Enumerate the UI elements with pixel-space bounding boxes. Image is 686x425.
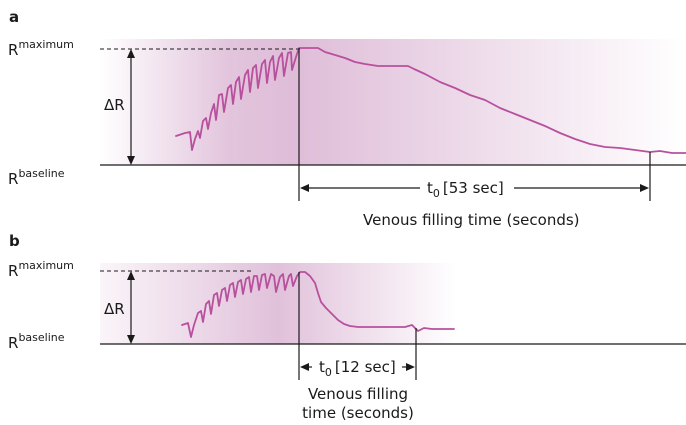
panel-a-rmax-label: Rmaximum bbox=[8, 38, 74, 59]
panel-b-letter: b bbox=[9, 232, 20, 250]
panel-a-t0-arrow-left-head bbox=[300, 184, 309, 192]
panel-a-t0-label: t0 [53 sec] bbox=[427, 179, 504, 200]
panel-b-delta-r-label: ΔR bbox=[104, 300, 125, 318]
panel-b-shaded-region bbox=[100, 263, 456, 344]
panel-b-t0-arrow-right-head bbox=[406, 363, 415, 371]
panel-a-delta-r-arrow-down bbox=[127, 156, 135, 165]
panel-a-letter: a bbox=[9, 8, 19, 26]
panel-b: b Rmaximum Rbaseline ΔR t0 [12 sec] Venou… bbox=[8, 232, 686, 422]
panel-b-trace bbox=[181, 271, 455, 338]
panel-b-caption-line-2: time (seconds) bbox=[302, 404, 414, 422]
panel-b-t0-arrow-left-head bbox=[300, 363, 309, 371]
panel-a-delta-r-label: ΔR bbox=[104, 96, 125, 114]
panel-a: a Rmaximum Rbaseline ΔR t0 [53 sec] Venou… bbox=[8, 8, 686, 229]
panel-a-caption: Venous filling time (seconds) bbox=[363, 211, 580, 229]
panel-a-trace bbox=[175, 47, 686, 154]
panel-b-rmax-label: Rmaximum bbox=[8, 259, 74, 280]
panel-b-caption-line-1: Venous filling bbox=[308, 385, 408, 403]
panel-a-rbaseline-label: Rbaseline bbox=[8, 167, 65, 188]
panel-b-rbaseline-label: Rbaseline bbox=[8, 331, 65, 352]
panel-b-t0-label: t0 [12 sec] bbox=[319, 358, 396, 379]
panel-a-t0-arrow-right-head bbox=[640, 184, 649, 192]
panel-b-delta-r-arrow-up bbox=[127, 271, 135, 280]
panel-b-delta-r-arrow-down bbox=[127, 335, 135, 344]
panel-a-delta-r-arrow-up bbox=[127, 49, 135, 58]
